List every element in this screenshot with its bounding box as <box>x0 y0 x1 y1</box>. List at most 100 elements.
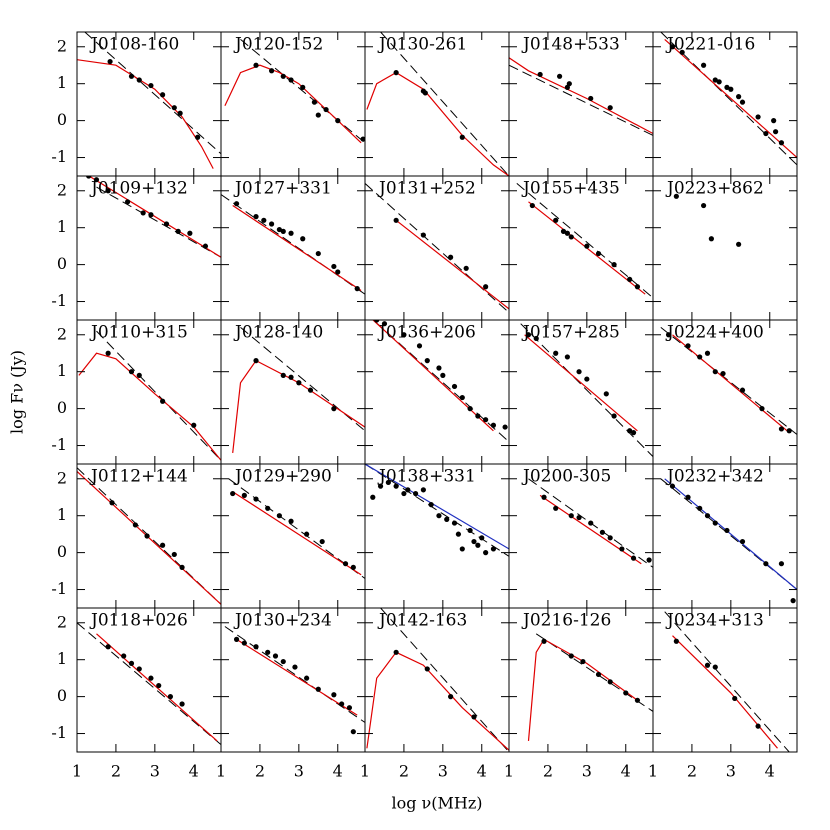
power-law-line <box>520 323 653 457</box>
x-tick-label: 3 <box>726 762 736 781</box>
x-tick-label: 3 <box>294 762 304 781</box>
data-point <box>700 62 707 68</box>
data-point <box>160 398 166 404</box>
plot-area <box>527 633 653 741</box>
data-point <box>335 118 341 124</box>
data-point <box>483 417 489 423</box>
data-point <box>533 335 539 342</box>
data-point <box>253 358 259 364</box>
data-point <box>576 514 582 521</box>
data-point <box>233 201 240 207</box>
data-point <box>537 71 543 78</box>
y-tick-label: 2 <box>57 468 67 487</box>
panel: J0128-140 <box>220 319 366 465</box>
data-point <box>230 490 236 497</box>
data-point <box>405 487 411 493</box>
panel-title: J0128-140 <box>233 323 323 343</box>
data-point <box>790 598 796 604</box>
data-point <box>304 675 310 681</box>
plot-area <box>228 478 365 579</box>
panel: J0200-305 <box>508 463 654 609</box>
data-point <box>679 49 685 55</box>
fit-line <box>236 638 358 716</box>
panel: J0130-261 <box>364 31 510 177</box>
data-point <box>712 664 718 670</box>
plot-area <box>520 323 653 457</box>
data-point <box>588 520 594 526</box>
data-point <box>280 228 286 234</box>
data-point <box>724 84 730 90</box>
plot-area <box>660 327 797 435</box>
data-point <box>339 701 345 707</box>
fit-line <box>366 71 509 176</box>
data-point <box>483 550 489 556</box>
data-point <box>627 276 633 282</box>
data-point <box>265 649 271 655</box>
data-point <box>669 483 676 489</box>
data-point <box>280 372 286 378</box>
data-point <box>584 376 590 382</box>
power-law-line <box>660 327 797 435</box>
panel-title: J0127+331 <box>233 179 332 199</box>
y-tick-label: 2 <box>57 324 67 343</box>
data-point <box>315 112 321 118</box>
plot-area <box>365 464 509 557</box>
data-point <box>479 535 485 541</box>
y-tick-label: 2 <box>57 180 67 199</box>
data-point <box>728 86 734 92</box>
data-point <box>241 640 247 646</box>
data-point <box>420 487 426 493</box>
data-point <box>704 662 711 668</box>
data-point <box>471 538 477 545</box>
data-point <box>436 365 442 371</box>
x-tick-label: 1 <box>648 762 658 781</box>
plot-area <box>528 478 653 568</box>
data-point <box>86 176 92 179</box>
data-point <box>451 520 458 526</box>
data-point <box>595 250 602 257</box>
data-point <box>331 263 337 270</box>
y-tick-label: 1 <box>57 73 67 92</box>
data-point <box>541 494 547 500</box>
data-point <box>778 426 785 432</box>
data-point <box>393 649 399 655</box>
data-point <box>634 284 641 290</box>
fit-line <box>232 204 362 292</box>
plot-area <box>224 626 365 735</box>
data-point <box>109 500 115 506</box>
data-point <box>268 221 275 227</box>
data-point <box>739 99 746 105</box>
data-point <box>568 234 574 240</box>
data-point <box>148 675 154 681</box>
data-point <box>556 73 563 79</box>
data-point <box>304 531 310 537</box>
y-tick-label: 2 <box>57 36 67 55</box>
data-point <box>422 90 428 96</box>
panel: 1 2 3 4 -1 0 1 2 J0118+026 <box>51 607 222 781</box>
panel: J0131+252 <box>364 175 510 321</box>
data-point <box>268 68 275 74</box>
data-point <box>253 62 259 68</box>
x-tick-label: 2 <box>687 762 697 781</box>
data-point <box>564 354 570 360</box>
panel-title: J0120-152 <box>233 35 323 55</box>
power-law-line <box>96 186 221 258</box>
data-point <box>704 350 711 356</box>
data-point <box>136 666 142 672</box>
data-point <box>448 694 454 700</box>
data-point <box>451 383 458 390</box>
x-tick-label: 2 <box>399 762 409 781</box>
data-point <box>529 202 535 209</box>
panel: 1 2 3 4 J0142-163 <box>360 607 510 781</box>
data-point <box>566 81 572 87</box>
fit-line <box>96 633 218 742</box>
data-point <box>553 505 559 511</box>
data-point <box>346 705 353 711</box>
plot-area <box>366 608 509 752</box>
data-point <box>323 106 329 113</box>
data-point <box>276 226 282 233</box>
data-point <box>311 99 318 105</box>
data-point <box>416 343 423 349</box>
panel-title: J0131+252 <box>377 179 476 199</box>
panel-title: J0224+400 <box>665 323 764 343</box>
